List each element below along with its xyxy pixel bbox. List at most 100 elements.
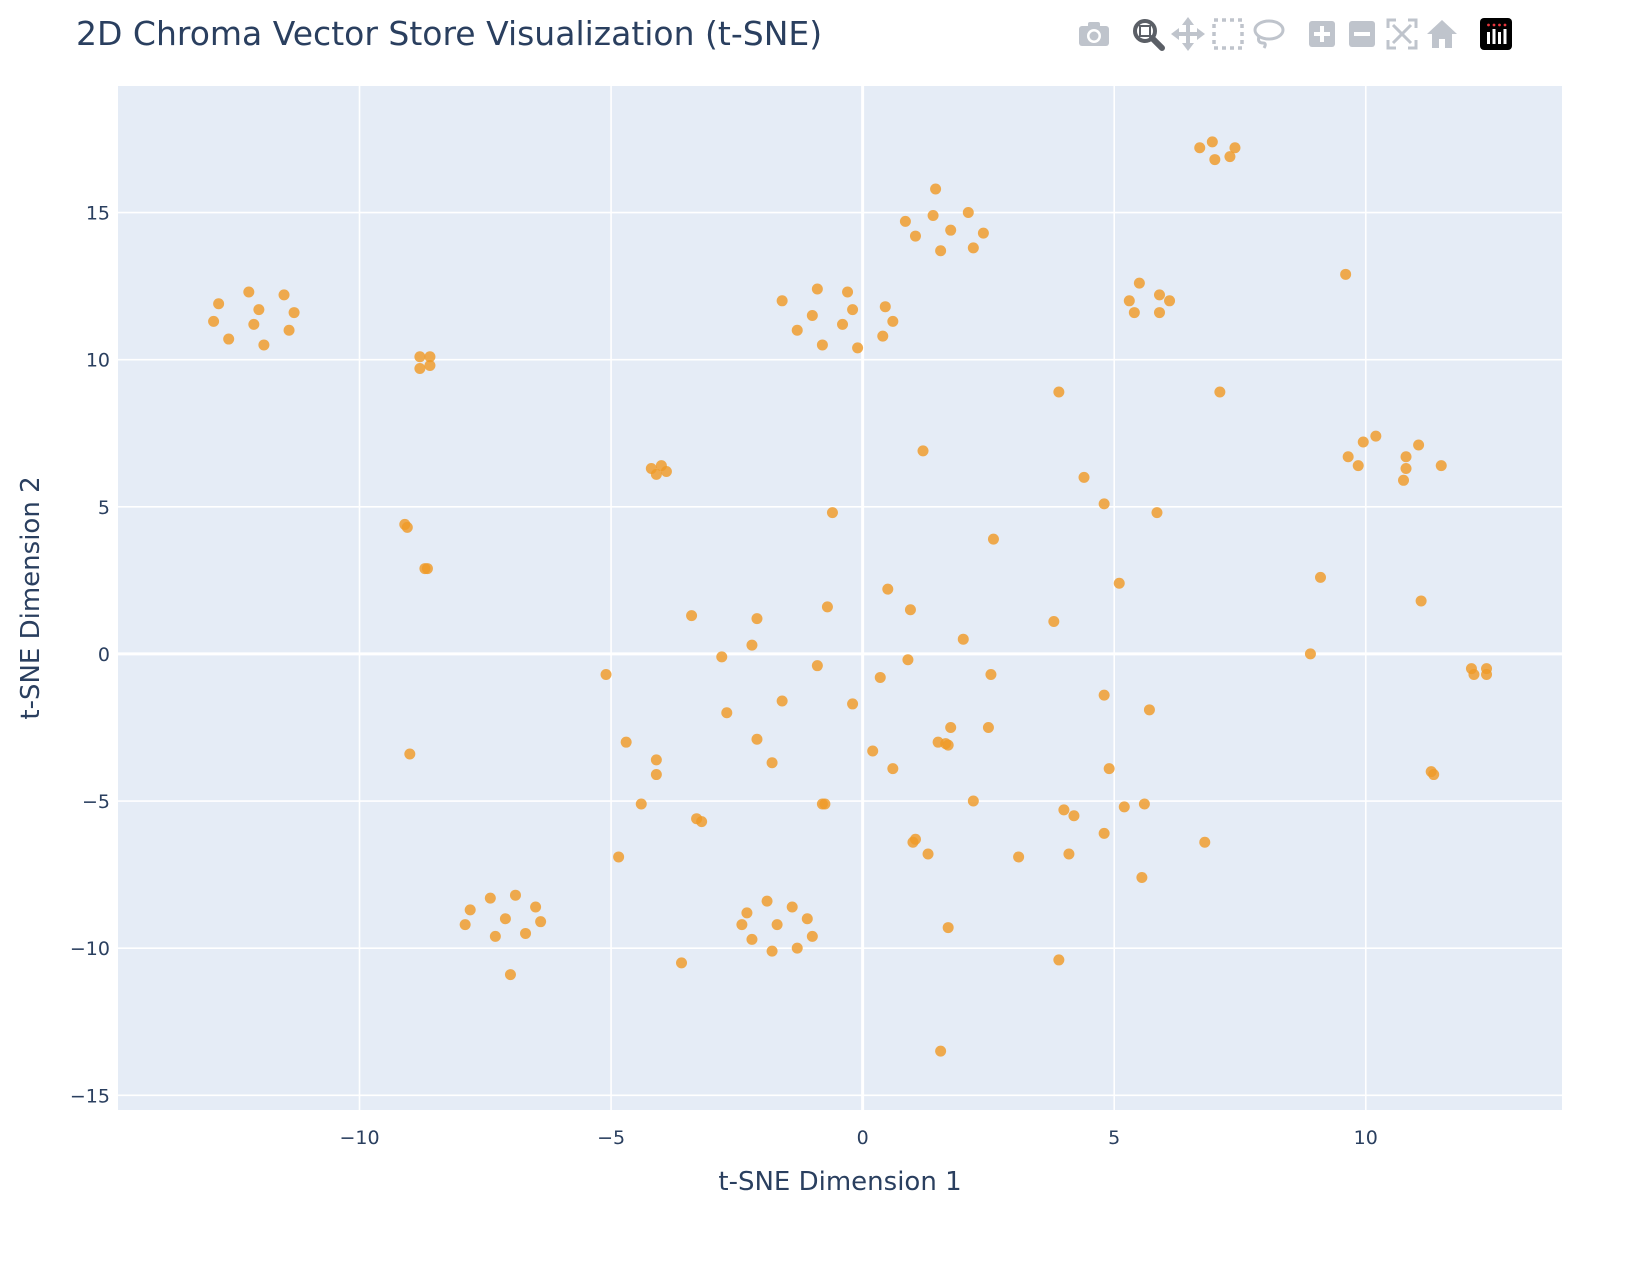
data-point[interactable] — [208, 315, 220, 327]
data-point[interactable] — [401, 521, 413, 533]
data-point[interactable] — [942, 922, 954, 934]
data-point[interactable] — [613, 851, 625, 863]
data-point[interactable] — [1214, 386, 1226, 398]
data-point[interactable] — [1415, 595, 1427, 607]
data-point[interactable] — [520, 927, 532, 939]
autoscale-icon[interactable] — [1382, 14, 1422, 54]
data-point[interactable] — [806, 310, 818, 322]
data-point[interactable] — [1164, 295, 1176, 307]
data-point[interactable] — [243, 286, 255, 298]
data-point[interactable] — [977, 227, 989, 239]
data-point[interactable] — [1133, 277, 1145, 289]
data-point[interactable] — [676, 957, 688, 969]
data-point[interactable] — [1304, 648, 1316, 660]
data-point[interactable] — [821, 601, 833, 613]
data-point[interactable] — [771, 919, 783, 931]
data-point[interactable] — [917, 445, 929, 457]
data-point[interactable] — [801, 913, 813, 925]
data-point[interactable] — [1413, 439, 1425, 451]
data-point[interactable] — [967, 242, 979, 254]
data-point[interactable] — [985, 669, 997, 681]
data-point[interactable] — [499, 913, 511, 925]
data-point[interactable] — [1098, 827, 1110, 839]
data-point[interactable] — [766, 945, 778, 957]
data-point[interactable] — [766, 757, 778, 769]
data-point[interactable] — [1435, 460, 1447, 472]
data-point[interactable] — [852, 342, 864, 354]
data-point[interactable] — [660, 465, 672, 477]
data-point[interactable] — [826, 507, 838, 519]
data-point[interactable] — [258, 339, 270, 351]
data-point[interactable] — [1151, 507, 1163, 519]
data-point[interactable] — [635, 798, 647, 810]
data-point[interactable] — [751, 613, 763, 625]
data-point[interactable] — [935, 1045, 947, 1057]
data-point[interactable] — [721, 707, 733, 719]
data-point[interactable] — [1103, 763, 1115, 775]
data-point[interactable] — [716, 651, 728, 663]
data-point[interactable] — [1352, 460, 1364, 472]
data-point[interactable] — [751, 733, 763, 745]
data-point[interactable] — [819, 798, 831, 810]
data-point[interactable] — [686, 610, 698, 622]
data-point[interactable] — [1053, 954, 1065, 966]
data-point[interactable] — [887, 763, 899, 775]
data-point[interactable] — [746, 639, 758, 651]
data-point[interactable] — [945, 224, 957, 236]
data-point[interactable] — [761, 895, 773, 907]
data-point[interactable] — [1209, 154, 1221, 166]
data-point[interactable] — [847, 698, 859, 710]
data-point[interactable] — [424, 351, 436, 363]
data-point[interactable] — [806, 930, 818, 942]
data-point[interactable] — [1229, 142, 1241, 154]
data-point[interactable] — [967, 795, 979, 807]
data-point[interactable] — [811, 283, 823, 295]
data-point[interactable] — [786, 901, 798, 913]
data-point[interactable] — [1068, 810, 1080, 822]
pan-icon[interactable] — [1168, 14, 1208, 54]
data-point[interactable] — [882, 583, 894, 595]
data-point[interactable] — [1194, 142, 1206, 154]
data-point[interactable] — [842, 286, 854, 298]
data-point[interactable] — [909, 833, 921, 845]
data-point[interactable] — [847, 304, 859, 316]
data-point[interactable] — [1153, 307, 1165, 319]
data-point[interactable] — [1199, 836, 1211, 848]
data-point[interactable] — [1340, 268, 1352, 280]
plot-area[interactable] — [118, 86, 1562, 1110]
data-point[interactable] — [1053, 386, 1065, 398]
data-point[interactable] — [930, 183, 942, 195]
data-point[interactable] — [1206, 136, 1218, 148]
data-point[interactable] — [887, 315, 899, 327]
data-point[interactable] — [791, 324, 803, 336]
data-point[interactable] — [987, 533, 999, 545]
data-point[interactable] — [874, 671, 886, 683]
data-point[interactable] — [620, 736, 632, 748]
data-point[interactable] — [962, 207, 974, 219]
data-point[interactable] — [776, 295, 788, 307]
data-point[interactable] — [414, 362, 426, 374]
data-point[interactable] — [1098, 689, 1110, 701]
data-point[interactable] — [213, 298, 225, 310]
data-point[interactable] — [1153, 289, 1165, 301]
data-point[interactable] — [650, 754, 662, 766]
data-point[interactable] — [1136, 872, 1148, 884]
data-point[interactable] — [1098, 498, 1110, 510]
data-point[interactable] — [1224, 151, 1236, 163]
data-point[interactable] — [811, 660, 823, 672]
zoom-in-icon[interactable] — [1302, 14, 1342, 54]
data-point[interactable] — [253, 304, 265, 316]
data-point[interactable] — [1143, 704, 1155, 716]
data-point[interactable] — [1123, 295, 1135, 307]
plotly-logo-icon[interactable] — [1476, 14, 1516, 54]
camera-icon[interactable] — [1074, 14, 1114, 54]
data-point[interactable] — [736, 919, 748, 931]
data-point[interactable] — [509, 889, 521, 901]
data-point[interactable] — [223, 333, 235, 345]
data-point[interactable] — [879, 301, 891, 313]
data-point[interactable] — [504, 969, 516, 981]
data-point[interactable] — [1078, 471, 1090, 483]
data-point[interactable] — [791, 942, 803, 954]
data-point[interactable] — [1398, 474, 1410, 486]
data-point[interactable] — [424, 360, 436, 372]
